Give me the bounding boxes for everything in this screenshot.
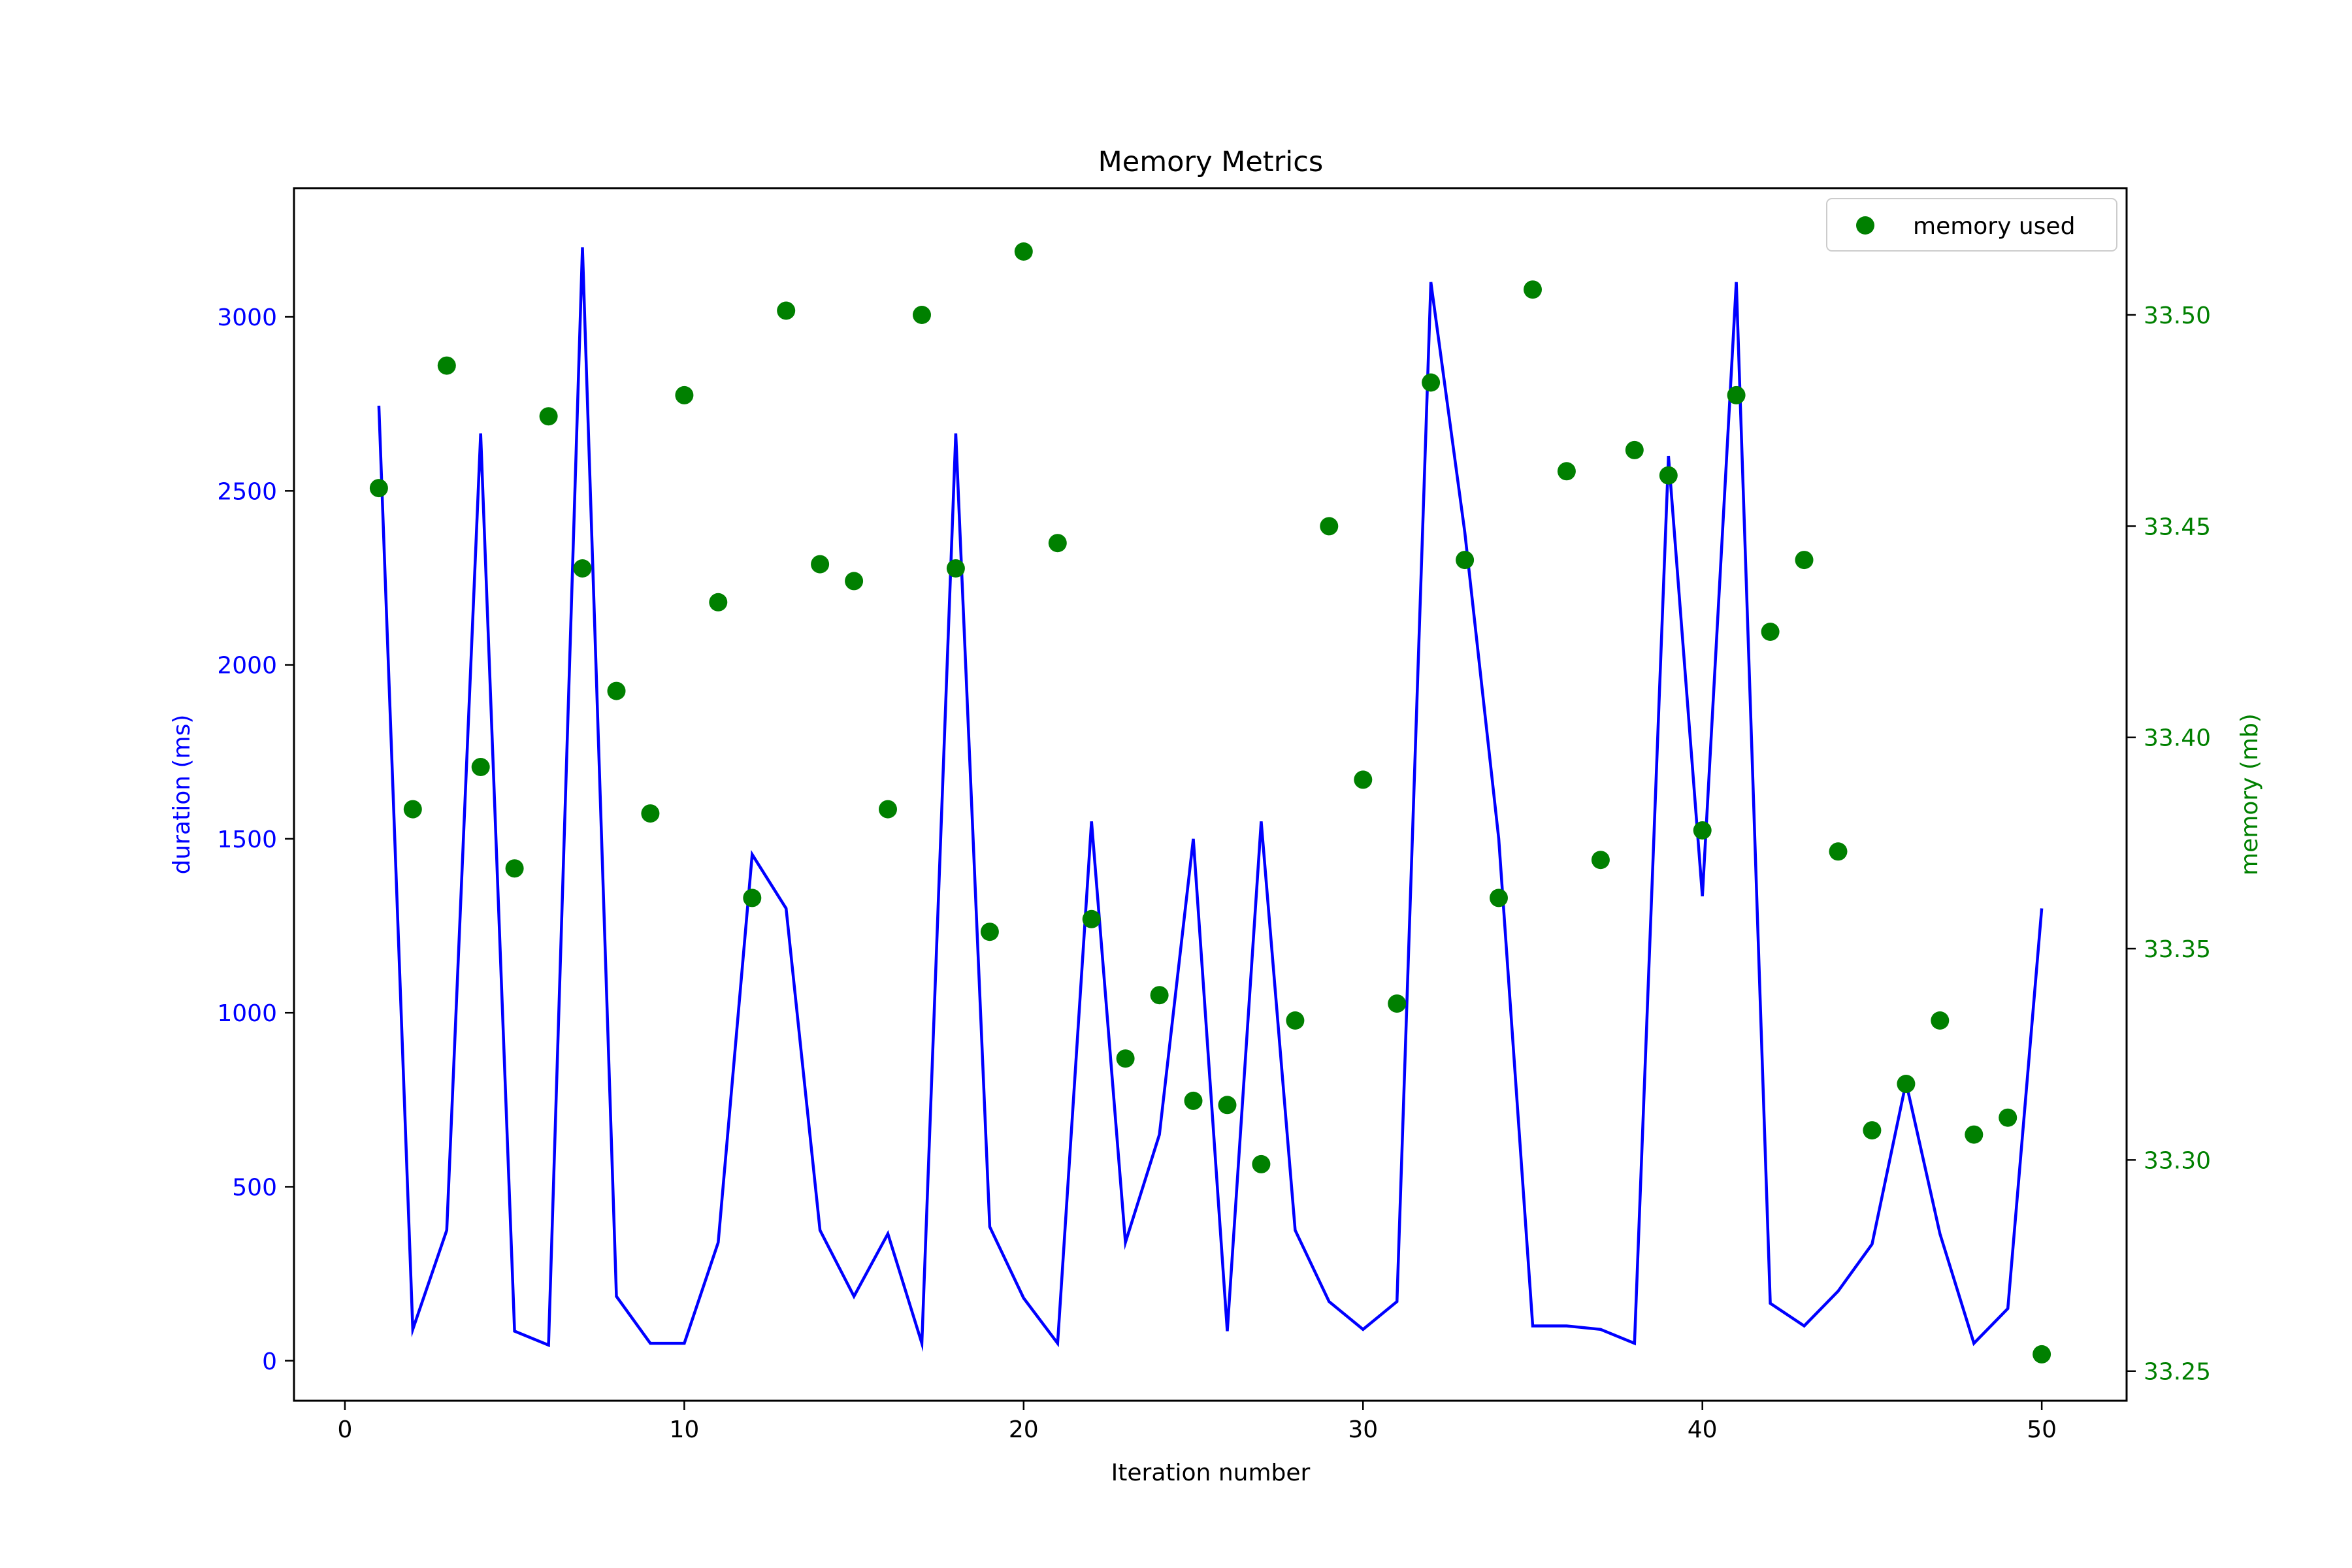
memory-point bbox=[946, 559, 965, 578]
x-tick-label: 50 bbox=[2027, 1416, 2057, 1443]
memory-point bbox=[1048, 534, 1067, 553]
memory-point bbox=[1456, 551, 1475, 570]
memory-point bbox=[1252, 1154, 1271, 1173]
y-right-tick-label: 33.35 bbox=[2144, 936, 2211, 963]
memory-point bbox=[1082, 909, 1101, 928]
y-axis-right-label: memory (mb) bbox=[2236, 713, 2263, 875]
memory-point bbox=[369, 479, 388, 498]
y-right-tick-label: 33.40 bbox=[2144, 725, 2211, 752]
y-right-tick-label: 33.45 bbox=[2144, 514, 2211, 540]
y-left-tick-label: 2500 bbox=[217, 478, 277, 505]
plot-frame bbox=[293, 187, 2128, 1402]
memory-point bbox=[1931, 1011, 1950, 1030]
x-tick-label: 0 bbox=[337, 1416, 352, 1443]
memory-point bbox=[573, 559, 592, 578]
memory-point bbox=[1218, 1096, 1237, 1115]
memory-point bbox=[1965, 1125, 1984, 1144]
memory-point bbox=[879, 800, 897, 819]
memory-point bbox=[1014, 242, 1033, 261]
x-tick-label: 20 bbox=[1009, 1416, 1039, 1443]
memory-point bbox=[471, 758, 490, 776]
memory-point bbox=[641, 804, 660, 823]
memory-point bbox=[1625, 440, 1644, 459]
y-left-tick-label: 1000 bbox=[217, 1000, 277, 1027]
memory-point bbox=[505, 859, 524, 878]
memory-point bbox=[709, 593, 728, 612]
x-axis-label: Iteration number bbox=[1111, 1460, 1311, 1486]
x-tick-label: 40 bbox=[1688, 1416, 1718, 1443]
y-left-tick-label: 0 bbox=[262, 1348, 277, 1375]
memory-point bbox=[1659, 466, 1678, 485]
y-left-tick-label: 1500 bbox=[217, 826, 277, 853]
memory-point bbox=[1557, 462, 1576, 481]
memory-point bbox=[1286, 1011, 1305, 1030]
y-axis-left: 0 500 1000 1500 2000 2500 3000 bbox=[217, 304, 294, 1375]
memory-point bbox=[1354, 770, 1373, 789]
memory-point bbox=[980, 923, 999, 941]
duration-line bbox=[377, 247, 2044, 1352]
x-tick-label: 10 bbox=[669, 1416, 699, 1443]
y-right-tick-label: 33.25 bbox=[2144, 1359, 2211, 1386]
y-left-tick-label: 3000 bbox=[217, 304, 277, 331]
plot-content bbox=[369, 242, 2051, 1364]
memory-point bbox=[845, 572, 864, 591]
memory-point bbox=[2033, 1345, 2051, 1364]
memory-point bbox=[1761, 623, 1780, 641]
x-axis: 0 10 20 30 40 50 bbox=[337, 1401, 2057, 1443]
memory-point bbox=[675, 385, 694, 404]
chart-title: Memory Metrics bbox=[1098, 146, 1324, 178]
memory-point bbox=[913, 306, 931, 324]
memory-point bbox=[777, 301, 796, 320]
y-axis-left-label: duration (ms) bbox=[169, 715, 195, 875]
memory-point bbox=[1591, 851, 1610, 870]
memory-point bbox=[437, 356, 456, 375]
x-tick-label: 30 bbox=[1348, 1416, 1378, 1443]
memory-point bbox=[1490, 889, 1508, 907]
y-left-tick-label: 2000 bbox=[217, 653, 277, 679]
memory-point bbox=[1422, 373, 1441, 392]
memory-point bbox=[1829, 842, 1848, 861]
memory-point bbox=[1320, 517, 1339, 536]
memory-point bbox=[539, 407, 558, 426]
legend-box bbox=[1826, 198, 2117, 252]
legend-marker-memory-used bbox=[1856, 216, 1874, 235]
memory-point bbox=[743, 889, 762, 907]
y-axis-right: 33.25 33.30 33.35 33.40 33.45 33.50 bbox=[2127, 302, 2211, 1386]
memory-point bbox=[811, 555, 830, 574]
y-right-tick-label: 33.50 bbox=[2144, 302, 2211, 329]
memory-point bbox=[607, 681, 626, 700]
y-left-tick-label: 500 bbox=[232, 1174, 277, 1201]
memory-point bbox=[1863, 1121, 1882, 1140]
memory-point bbox=[1999, 1108, 2017, 1127]
legend-label-memory-used: memory used bbox=[1913, 213, 2075, 240]
y-right-tick-label: 33.30 bbox=[2144, 1147, 2211, 1174]
memory-point bbox=[1897, 1075, 1916, 1093]
memory-point bbox=[1388, 994, 1407, 1013]
memory-point bbox=[403, 800, 422, 819]
memory-point bbox=[1116, 1049, 1135, 1068]
memory-point bbox=[1524, 280, 1542, 299]
memory-point bbox=[1150, 986, 1169, 1005]
memory-point bbox=[1727, 385, 1746, 404]
memory-point bbox=[1795, 551, 1814, 570]
memory-point bbox=[1184, 1091, 1203, 1110]
memory-point bbox=[1693, 821, 1712, 840]
legend: memory used bbox=[1826, 198, 2117, 252]
